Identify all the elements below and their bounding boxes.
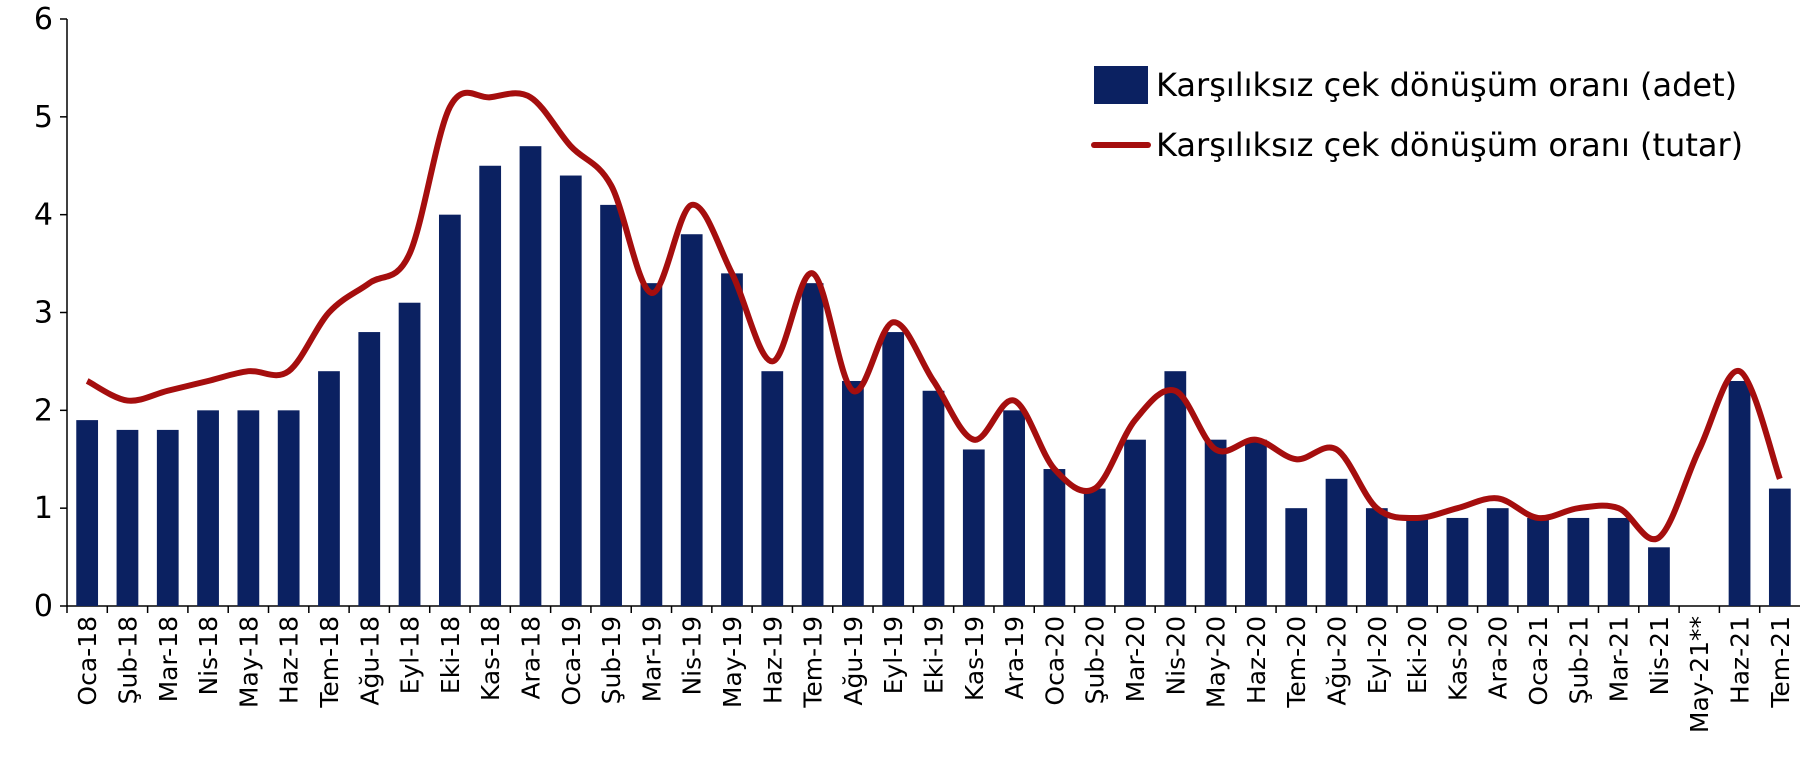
bar: [1648, 547, 1670, 606]
x-tick-label: Şub-20: [1081, 616, 1110, 704]
x-tick-label: Kas-20: [1443, 616, 1472, 701]
x-tick-label: Mar-19: [637, 616, 666, 702]
bar: [559, 175, 582, 607]
y-tick-label: 5: [34, 100, 53, 135]
x-tick-label: Eyl-18: [396, 616, 425, 694]
bar: [1486, 508, 1509, 606]
x-tick-label: Kas-18: [476, 616, 505, 701]
x-tick-label: May-21**: [1685, 616, 1714, 733]
legend-label: Karşılıksız çek dönüşüm oranı (tutar): [1156, 126, 1743, 164]
bar: [277, 410, 300, 606]
bar: [1083, 488, 1106, 606]
bar: [882, 332, 905, 606]
bar: [76, 420, 99, 606]
bar: [1204, 439, 1227, 606]
x-tick-label: Şub-18: [113, 616, 142, 704]
x-tick-label: Eki-18: [436, 616, 465, 694]
x-tick-label: Oca-18: [73, 616, 102, 706]
bar: [922, 390, 945, 606]
y-tick-label: 1: [34, 491, 53, 526]
y-tick-label: 2: [34, 393, 53, 428]
bar: [1043, 469, 1066, 606]
x-tick-label: May-18: [234, 616, 263, 708]
x-tick-label: Kas-19: [960, 616, 989, 701]
bar: [680, 234, 703, 606]
x-tick-label: Ağu-19: [839, 616, 868, 706]
x-tick-label: Eki-20: [1403, 616, 1432, 694]
legend-swatch: [1094, 66, 1148, 104]
x-tick-label: Mar-20: [1121, 616, 1150, 702]
x-tick-label: Şub-19: [597, 616, 626, 704]
x-tick-label: Nis-21: [1645, 616, 1674, 696]
x-tick-label: Oca-20: [1040, 616, 1069, 706]
bar: [1567, 517, 1590, 606]
bar: [1527, 517, 1549, 606]
bar: [1406, 517, 1429, 606]
y-tick-label: 3: [34, 296, 53, 331]
bar: [237, 410, 260, 606]
x-tick-label: Haz-21: [1726, 616, 1755, 704]
x-tick-label: Ağu-18: [355, 616, 384, 706]
bar: [197, 410, 219, 606]
x-tick-label: Nis-18: [194, 616, 223, 696]
bar: [156, 429, 179, 606]
x-tick-label: Ara-18: [516, 616, 545, 700]
bar: [640, 283, 663, 606]
y-tick-label: 6: [34, 2, 53, 37]
bar: [600, 204, 622, 606]
bar: [721, 273, 743, 606]
x-tick-label: Oca-21: [1524, 616, 1553, 706]
bar: [358, 332, 381, 606]
x-tick-label: Nis-20: [1161, 616, 1190, 696]
bar: [1728, 380, 1751, 606]
y-tick-label: 0: [34, 589, 53, 624]
x-tick-label: Ara-19: [1000, 616, 1029, 700]
x-tick-label: Mar-21: [1605, 616, 1634, 702]
bar: [842, 380, 864, 606]
line: [85, 89, 1783, 543]
x-tick-label: Haz-18: [275, 616, 304, 704]
x-tick-label: Tem-20: [1282, 616, 1311, 709]
bar: [1768, 488, 1791, 606]
x-tick-label: Eki-19: [920, 616, 949, 694]
bar: [1607, 517, 1630, 606]
x-tick-label: Mar-18: [154, 616, 183, 702]
bar: [1446, 517, 1469, 606]
bar: [1365, 508, 1388, 606]
bar: [761, 371, 784, 606]
bar: [1124, 439, 1146, 606]
bar: [801, 283, 824, 606]
x-tick-label: Haz-20: [1242, 616, 1271, 704]
x-tick-label: Eyl-19: [879, 616, 908, 694]
x-tick-label: Ara-20: [1484, 616, 1513, 700]
x-tick-label: May-20: [1202, 616, 1231, 708]
bar: [1245, 439, 1267, 606]
bar: [1285, 508, 1308, 606]
x-tick-label: Tem-18: [315, 616, 344, 709]
bar: [519, 146, 542, 606]
x-tick-label: Ağu-20: [1323, 616, 1352, 706]
bar: [1003, 410, 1025, 606]
bar: [318, 371, 340, 606]
bar: [1325, 478, 1348, 606]
y-tick-label: 4: [34, 198, 53, 233]
x-tick-label: May-19: [718, 616, 747, 708]
bar: [398, 302, 421, 606]
x-tick-label: Haz-19: [758, 616, 787, 704]
x-tick-label: Şub-21: [1564, 616, 1593, 704]
bar: [962, 449, 985, 606]
legend-label: Karşılıksız çek dönüşüm oranı (adet): [1156, 66, 1737, 104]
x-tick-label: Oca-19: [557, 616, 586, 706]
x-tick-label: Tem-19: [799, 616, 828, 709]
bar: [1164, 371, 1187, 606]
x-tick-label: Tem-21: [1766, 616, 1795, 709]
x-tick-label: Eyl-20: [1363, 616, 1392, 694]
bar: [438, 214, 461, 606]
bar: [116, 429, 139, 606]
bar: [479, 165, 502, 606]
x-tick-label: Nis-19: [678, 616, 707, 696]
